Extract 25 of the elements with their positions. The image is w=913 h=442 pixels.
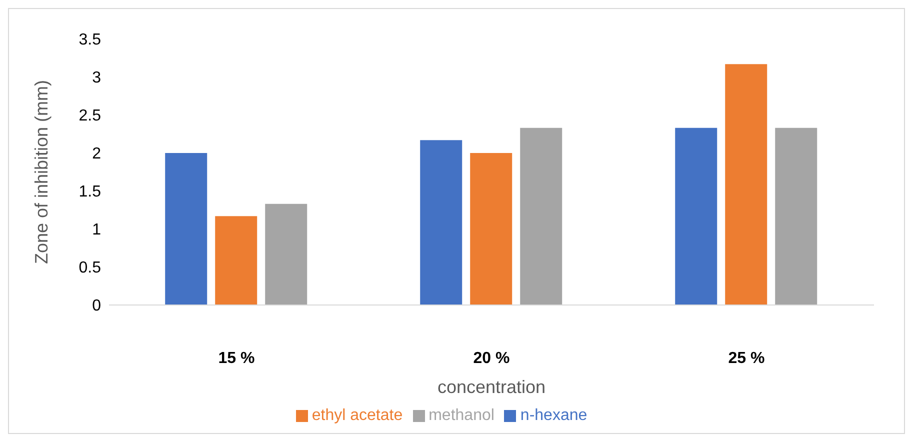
bar [520,128,562,305]
y-tick-label: 1 [92,222,102,239]
x-tick-label: 25 % [728,350,765,367]
x-tick-label: 20 % [473,350,510,367]
bar [675,128,718,305]
legend-label: methanol [428,407,494,424]
bar [725,64,768,305]
y-tick-label: 2 [92,146,102,163]
y-tick-label: 0 [92,298,102,315]
y-tick-label: 2.5 [78,108,102,125]
bar [470,153,512,305]
bar [215,216,258,305]
bar [775,128,818,305]
y-tick-label: 1.5 [78,184,102,201]
y-tick-label: 3 [92,70,102,87]
y-axis-title: Zone of inhibition (mm) [31,80,52,264]
y-tick-label: 3.5 [78,32,102,49]
y-tick-label: 0.5 [78,260,102,277]
legend-label: n-hexane [520,407,588,424]
bar [165,153,208,305]
bar [265,204,308,305]
x-axis-title: concentration [437,377,546,397]
bar [420,140,462,305]
legend-label: ethyl acetate [312,407,403,424]
x-tick-label: 15 % [218,350,255,367]
